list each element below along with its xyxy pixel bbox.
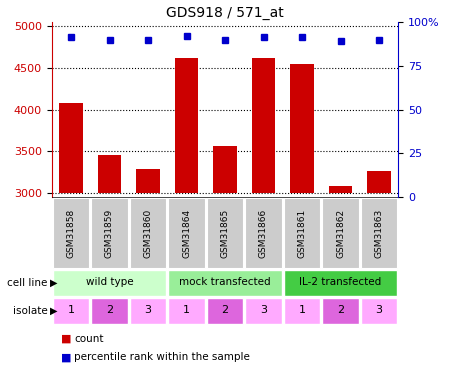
Bar [168, 198, 205, 267]
Text: cell line: cell line [7, 278, 47, 288]
Text: 3: 3 [375, 306, 382, 315]
Text: mock transfected: mock transfected [179, 278, 271, 288]
Bar [130, 198, 166, 267]
Text: 1: 1 [183, 306, 190, 315]
Bar [322, 298, 359, 324]
Bar [360, 198, 397, 267]
Bar [290, 64, 314, 193]
Text: GSM31864: GSM31864 [182, 209, 191, 258]
Text: count: count [74, 334, 104, 344]
Bar [91, 198, 128, 267]
Text: GSM31863: GSM31863 [374, 209, 383, 258]
Text: 1: 1 [68, 306, 75, 315]
Text: ■: ■ [61, 334, 71, 344]
Text: 2: 2 [337, 306, 344, 315]
Bar [284, 270, 397, 296]
Title: GDS918 / 571_at: GDS918 / 571_at [166, 6, 284, 20]
Text: 3: 3 [144, 306, 152, 315]
Text: GSM31862: GSM31862 [336, 209, 345, 258]
Text: percentile rank within the sample: percentile rank within the sample [74, 352, 250, 363]
Bar [168, 298, 205, 324]
Text: ▶: ▶ [50, 278, 57, 288]
Text: 2: 2 [106, 306, 113, 315]
Bar [252, 58, 275, 193]
Text: GSM31861: GSM31861 [297, 209, 306, 258]
Text: IL-2 transfected: IL-2 transfected [299, 278, 382, 288]
Text: isolate: isolate [13, 306, 47, 316]
Bar [368, 171, 391, 193]
Text: 2: 2 [221, 306, 229, 315]
Bar [175, 58, 198, 193]
Bar [59, 103, 82, 193]
Text: wild type: wild type [86, 278, 133, 288]
Bar [53, 270, 166, 296]
Bar [213, 146, 237, 193]
Bar [53, 198, 90, 267]
Bar [284, 198, 320, 267]
Bar [245, 298, 282, 324]
Bar [207, 198, 243, 267]
Text: GSM31865: GSM31865 [220, 209, 230, 258]
Bar [284, 298, 320, 324]
Text: ■: ■ [61, 352, 71, 363]
Bar [168, 270, 282, 296]
Bar [322, 198, 359, 267]
Text: 3: 3 [260, 306, 267, 315]
Text: ▶: ▶ [50, 306, 57, 316]
Bar [136, 170, 160, 193]
Bar [53, 298, 90, 324]
Bar [98, 155, 121, 193]
Text: GSM31866: GSM31866 [259, 209, 268, 258]
Text: GSM31859: GSM31859 [105, 209, 114, 258]
Bar [207, 298, 243, 324]
Text: 1: 1 [298, 306, 306, 315]
Bar [245, 198, 282, 267]
Bar [360, 298, 397, 324]
Bar [130, 298, 166, 324]
Text: GSM31860: GSM31860 [144, 209, 153, 258]
Bar [329, 186, 352, 193]
Text: GSM31858: GSM31858 [67, 209, 76, 258]
Bar [91, 298, 128, 324]
